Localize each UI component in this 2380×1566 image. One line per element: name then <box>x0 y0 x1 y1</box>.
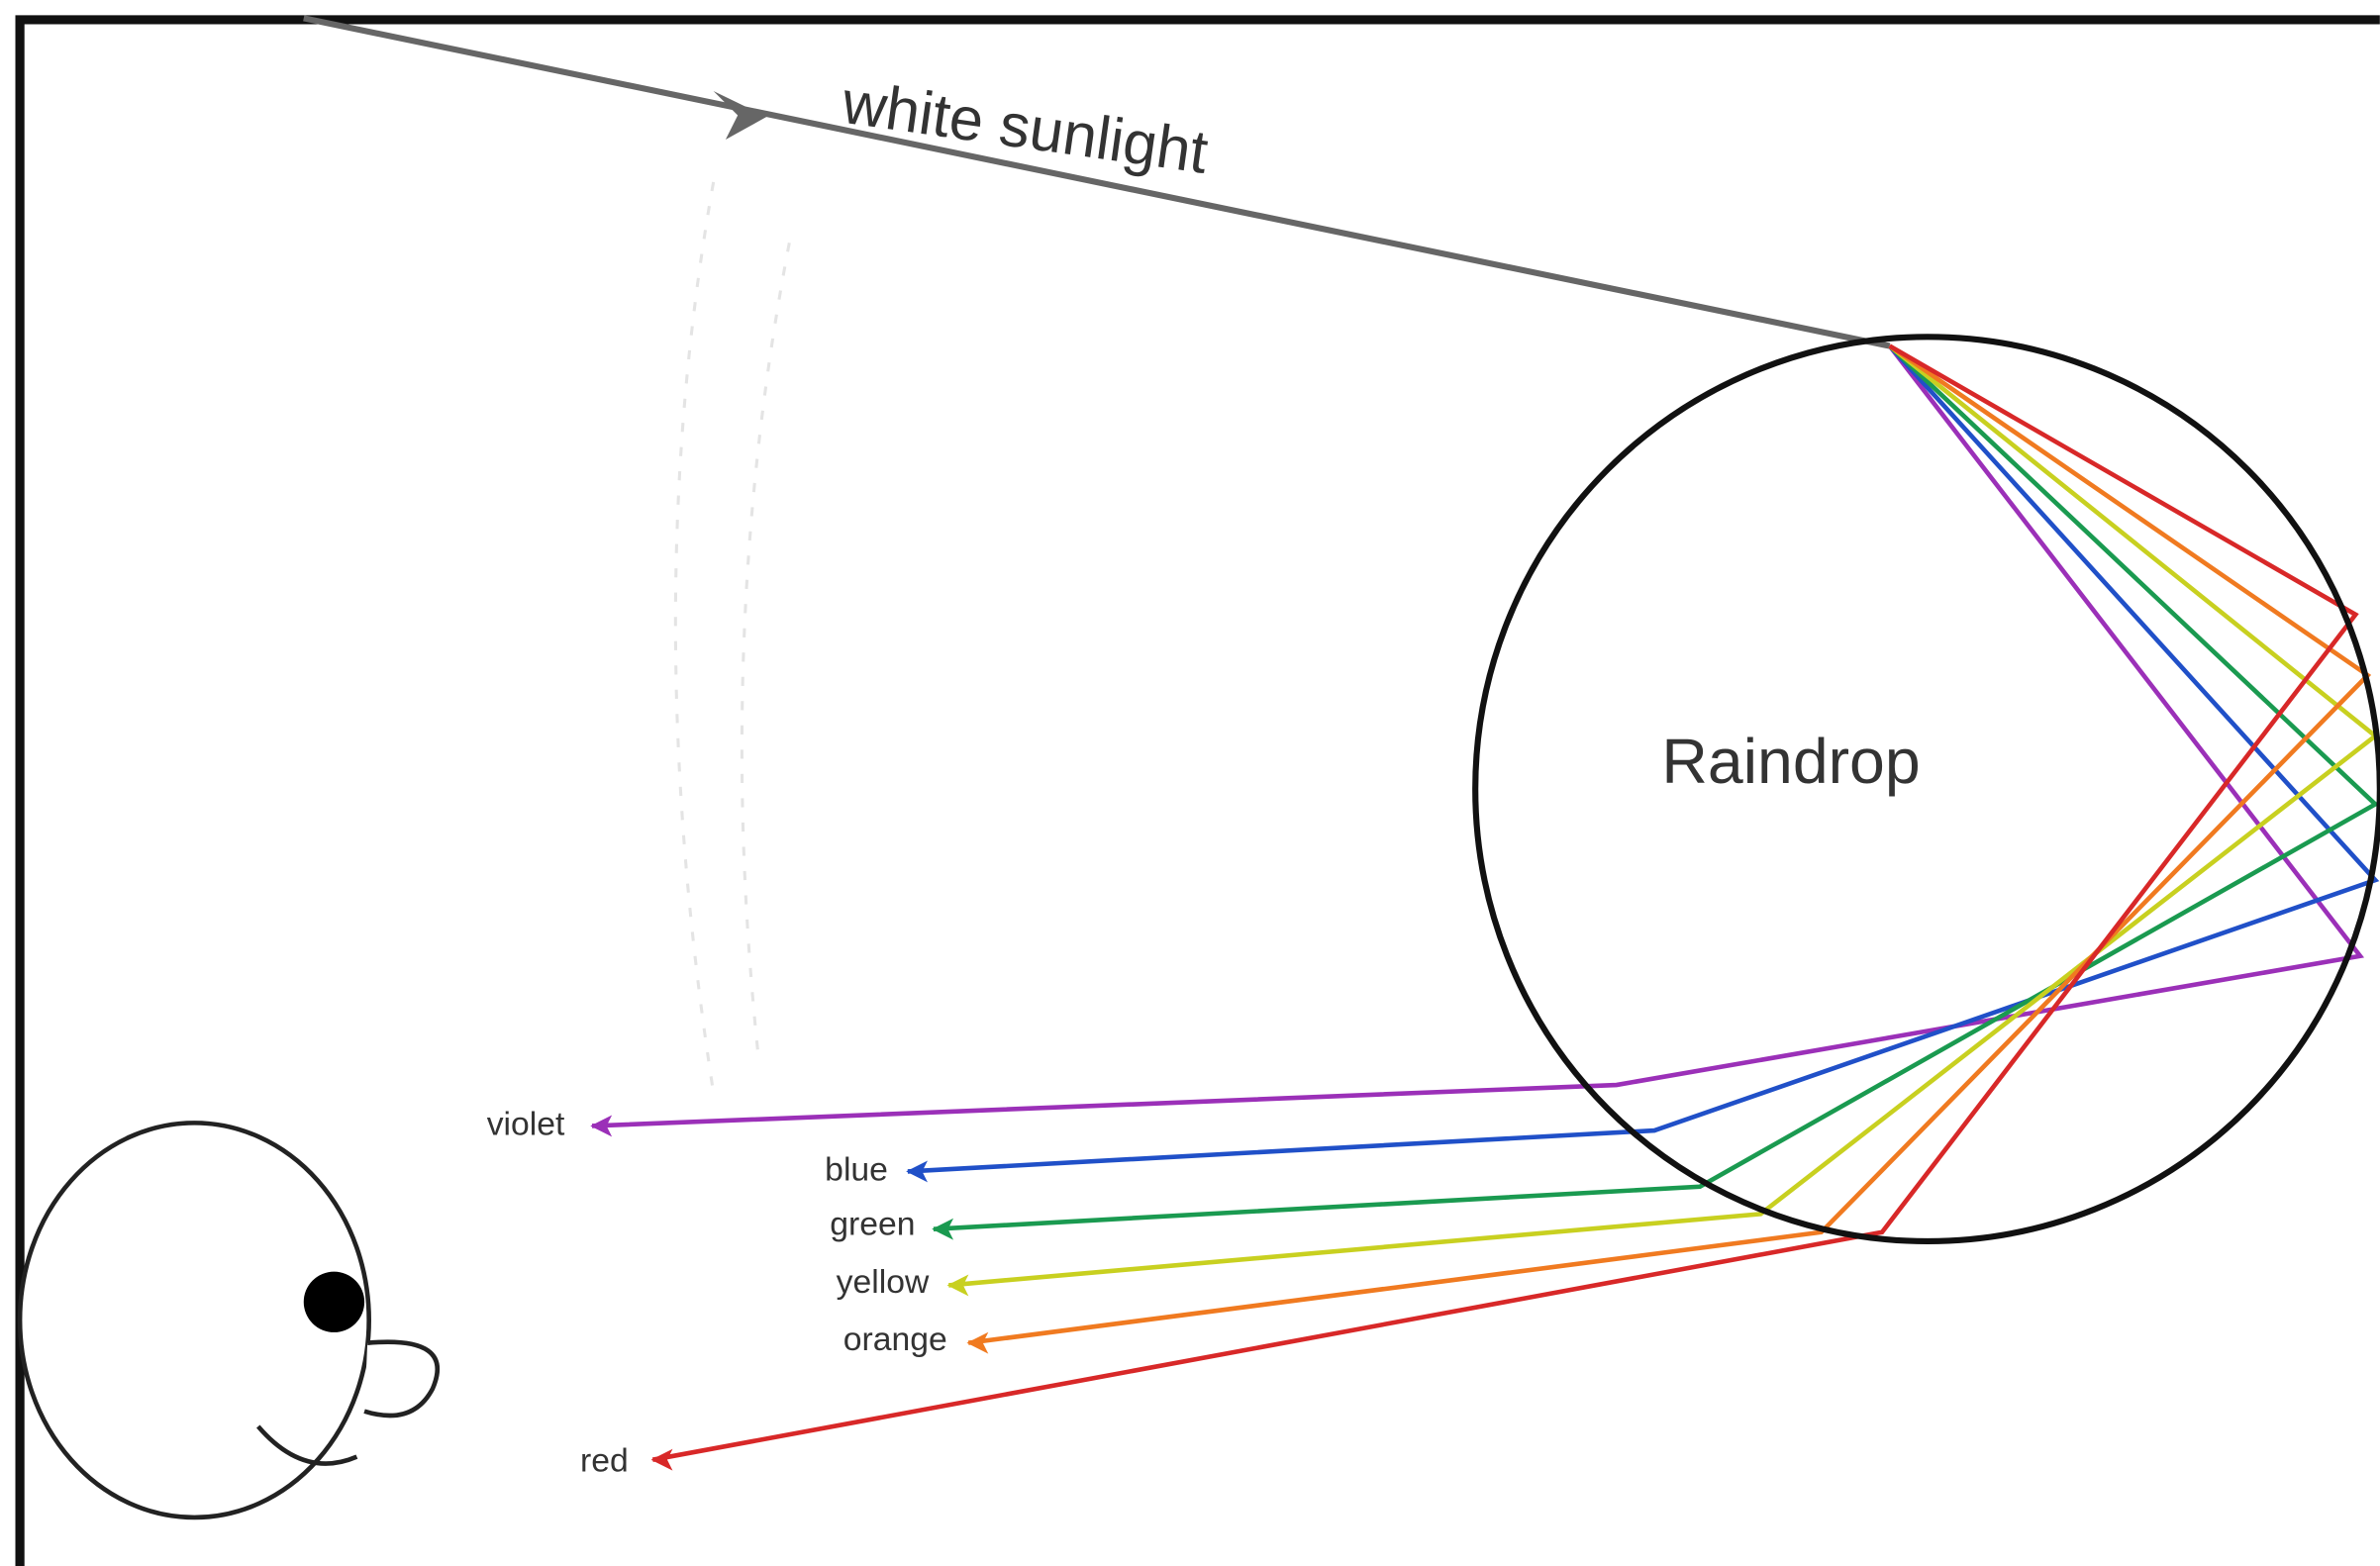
light-ray <box>651 343 2359 1462</box>
ray-arrow <box>932 1218 954 1240</box>
frame <box>15 15 2380 1566</box>
face <box>17 1121 440 1520</box>
ray-label: orange <box>843 1321 947 1358</box>
rays: violet blue green yellow orange red <box>487 343 2380 1480</box>
eye <box>303 1271 365 1332</box>
ray-label: violet <box>487 1105 565 1142</box>
ray-arrow <box>966 1331 989 1354</box>
mouth <box>256 1424 358 1466</box>
head <box>17 1121 371 1520</box>
light-ray <box>948 343 2379 1288</box>
ray-label: green <box>830 1206 915 1243</box>
sunlight-ray <box>303 15 1891 349</box>
faint-arc <box>673 181 791 1093</box>
ray-arrow <box>650 1448 673 1471</box>
ray-arrow <box>946 1274 969 1297</box>
light-ray <box>907 343 2380 1174</box>
nose <box>363 1339 440 1419</box>
raindrop-label: Raindrop <box>1661 726 1920 797</box>
light-ray <box>933 343 2380 1231</box>
light-ray <box>591 344 2365 1128</box>
ray-arrow <box>590 1115 613 1137</box>
ray-label: red <box>580 1442 629 1480</box>
ray-arrow <box>906 1160 928 1183</box>
ray-label: blue <box>825 1150 888 1188</box>
ray-label: yellow <box>837 1263 930 1301</box>
sunlight-arrow <box>713 90 767 141</box>
